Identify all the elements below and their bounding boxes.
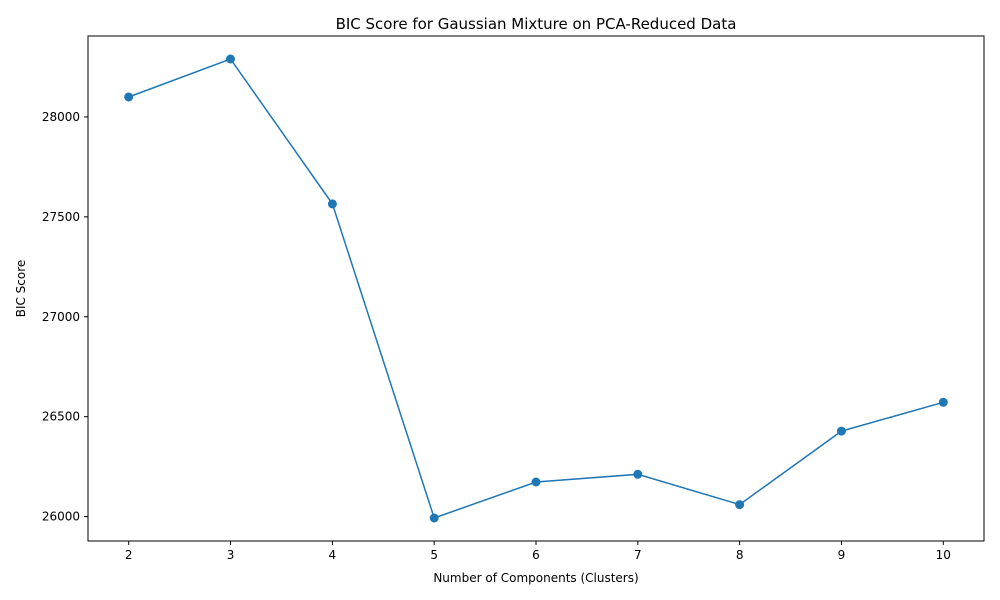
data-point-3 xyxy=(226,54,235,64)
data-point-5 xyxy=(429,513,439,523)
y-tick-label: 27500 xyxy=(42,210,80,224)
data-point-2 xyxy=(124,92,134,102)
x-tick-label: 8 xyxy=(736,548,744,562)
data-point-9 xyxy=(837,426,846,436)
y-axis-label: BIC Score xyxy=(14,260,28,318)
chart-title: BIC Score for Gaussian Mixture on PCA-Re… xyxy=(336,15,737,33)
x-axis-label: Number of Components (Clusters) xyxy=(433,571,638,585)
x-tick-label: 6 xyxy=(532,548,540,562)
data-point-7 xyxy=(633,469,643,479)
x-tick-label: 5 xyxy=(430,548,438,562)
data-point-6 xyxy=(531,477,541,487)
x-tick-label: 10 xyxy=(936,548,951,562)
y-tick-label: 26000 xyxy=(42,510,80,524)
y-tick-label: 26500 xyxy=(42,410,80,424)
x-tick-label: 3 xyxy=(227,548,235,562)
y-axis-ticks: 26000 26500 27000 27500 28000 xyxy=(42,110,88,524)
y-tick-label: 28000 xyxy=(42,110,80,124)
x-axis-ticks: 2 3 4 5 6 7 8 9 10 xyxy=(125,541,951,562)
data-point-4 xyxy=(327,199,337,209)
x-tick-label: 4 xyxy=(329,548,337,562)
y-tick-label: 27000 xyxy=(42,310,80,324)
data-point-8 xyxy=(735,500,745,510)
x-tick-label: 2 xyxy=(125,548,133,562)
x-tick-label: 7 xyxy=(634,548,642,562)
x-tick-label: 9 xyxy=(838,548,846,562)
data-point-10 xyxy=(938,397,948,407)
series-markers xyxy=(124,54,948,523)
